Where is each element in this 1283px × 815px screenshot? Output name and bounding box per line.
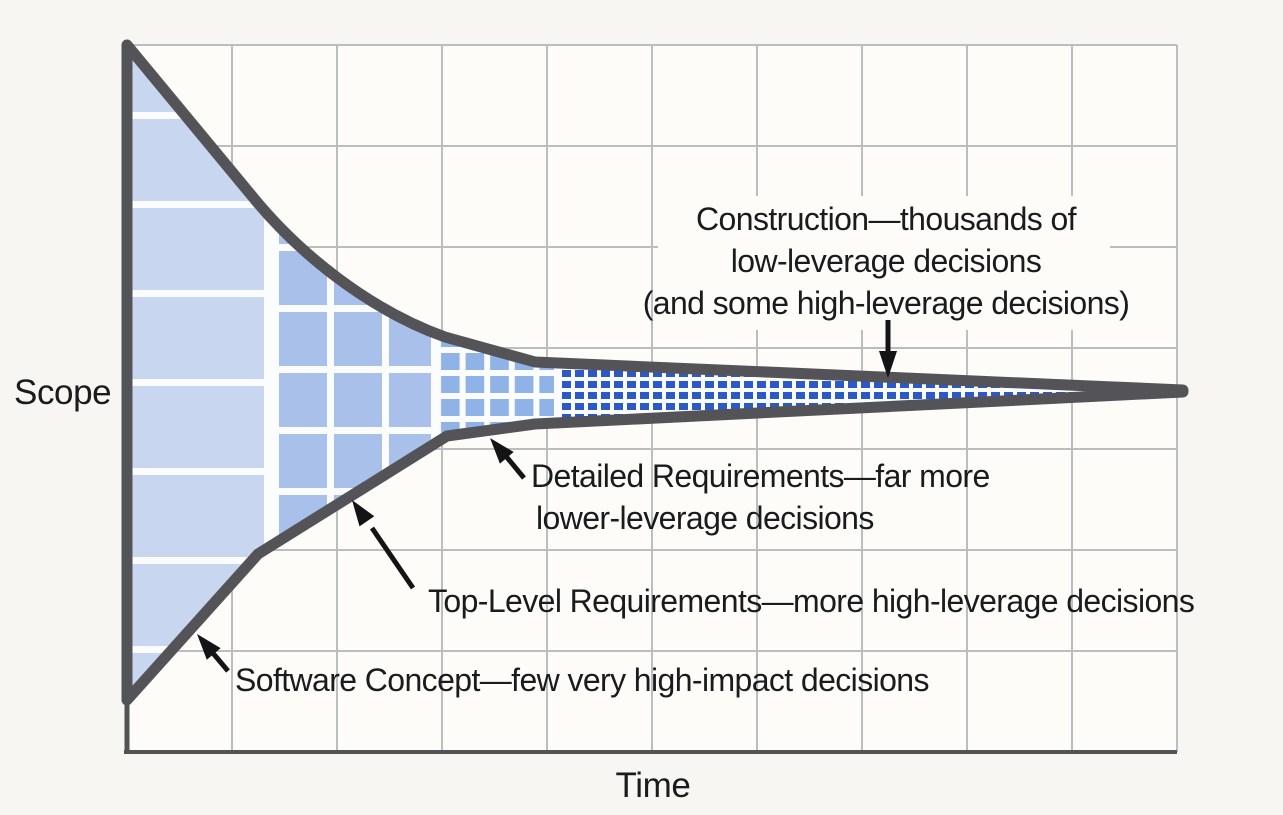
- detailed-requirements-label-line1: Detailed Requirements—far more: [531, 458, 990, 494]
- software-concept-label: Software Concept—few very high-impact de…: [235, 662, 929, 698]
- top-level-requirements-arrow: [352, 500, 416, 590]
- top-level-requirements-label: Top-Level Requirements—more high-leverag…: [428, 583, 1194, 619]
- annotation-labels: Construction—thousands of low-leverage d…: [235, 201, 1195, 698]
- annotation-arrows: [197, 320, 897, 673]
- construction-label-line2: low-leverage decisions: [731, 243, 1042, 279]
- zone-divider-1: [264, 45, 272, 700]
- construction-label-line3: (and some high-leverage decisions): [643, 285, 1130, 321]
- zone-divider-2: [431, 45, 437, 700]
- top-level-requirements-arrowhead-icon: [352, 500, 375, 527]
- detailed-requirements-arrow: [490, 438, 526, 480]
- y-axis-label-scope: Scope: [14, 373, 111, 412]
- detailed-requirements-label-line2: lower-leverage decisions: [536, 500, 874, 536]
- detailed-requirements-arrowhead-icon: [490, 438, 514, 464]
- construction-arrow: [879, 320, 897, 378]
- construction-arrowhead-icon: [879, 351, 897, 378]
- software-concept-arrow: [197, 634, 230, 673]
- construction-label-backdrop: [658, 196, 1110, 330]
- x-axis-label-time: Time: [616, 766, 691, 805]
- zone-divider-3: [554, 45, 560, 700]
- software-concept-arrowhead-icon: [197, 634, 221, 660]
- construction-label-line1: Construction—thousands of: [696, 201, 1077, 237]
